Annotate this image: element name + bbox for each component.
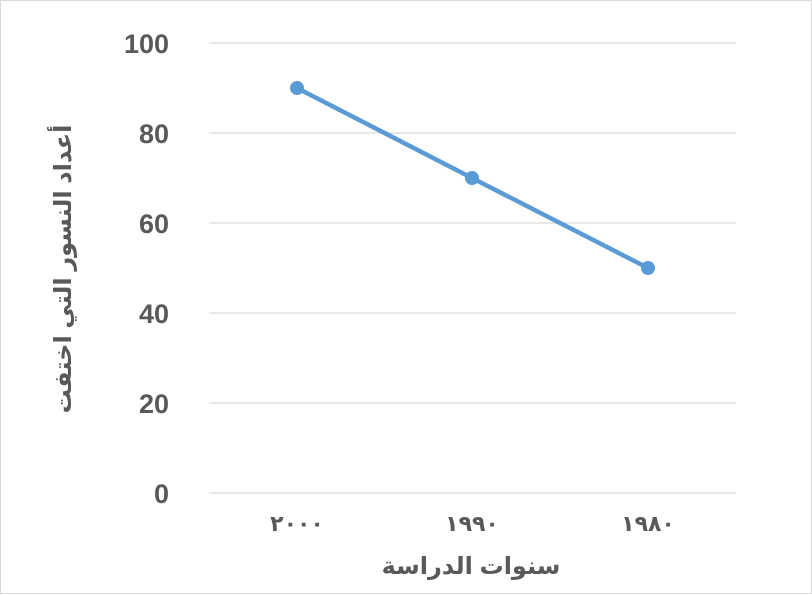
x-tick-label: ١٩٨٠ <box>621 511 675 536</box>
y-tick-label: 40 <box>139 299 169 329</box>
series-layer <box>290 81 655 275</box>
x-tick-label: ١٩٩٠ <box>445 511 499 536</box>
y-tick-label: 80 <box>139 119 169 149</box>
data-point <box>465 171 479 185</box>
data-point <box>290 81 304 95</box>
x-axis-ticks: ٢٠٠٠ ١٩٩٠ ١٩٨٠ <box>270 511 675 536</box>
x-tick-label: ٢٠٠٠ <box>270 511 324 536</box>
gridlines <box>209 42 736 494</box>
y-axis-ticks: 0 20 40 60 80 100 <box>124 29 169 509</box>
y-tick-label: 60 <box>139 209 169 239</box>
y-axis-title: أعداد النسور التي اختفت <box>47 125 77 414</box>
y-tick-label: 0 <box>154 479 169 509</box>
y-tick-label: 100 <box>124 29 169 59</box>
data-point <box>641 261 655 275</box>
y-tick-label: 20 <box>139 389 169 419</box>
x-axis-title: سنوات الدراسة <box>382 553 561 580</box>
